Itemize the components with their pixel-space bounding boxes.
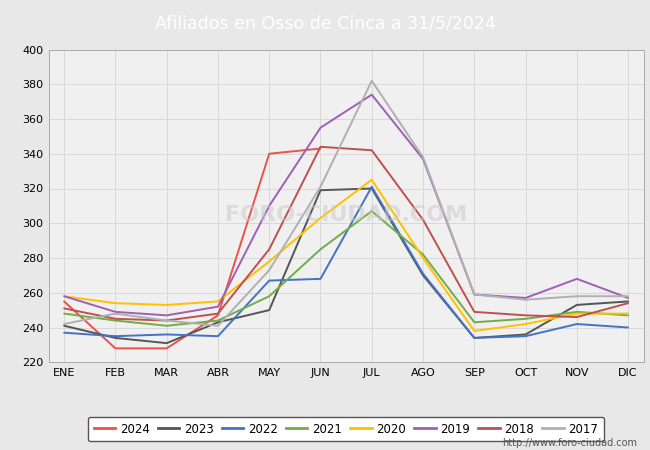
Text: Afiliados en Osso de Cinca a 31/5/2024: Afiliados en Osso de Cinca a 31/5/2024 (155, 14, 495, 33)
Text: http://www.foro-ciudad.com: http://www.foro-ciudad.com (502, 438, 637, 448)
Legend: 2024, 2023, 2022, 2021, 2020, 2019, 2018, 2017: 2024, 2023, 2022, 2021, 2020, 2019, 2018… (88, 417, 604, 441)
Text: FORO-CIUDAD.COM: FORO-CIUDAD.COM (225, 205, 467, 225)
